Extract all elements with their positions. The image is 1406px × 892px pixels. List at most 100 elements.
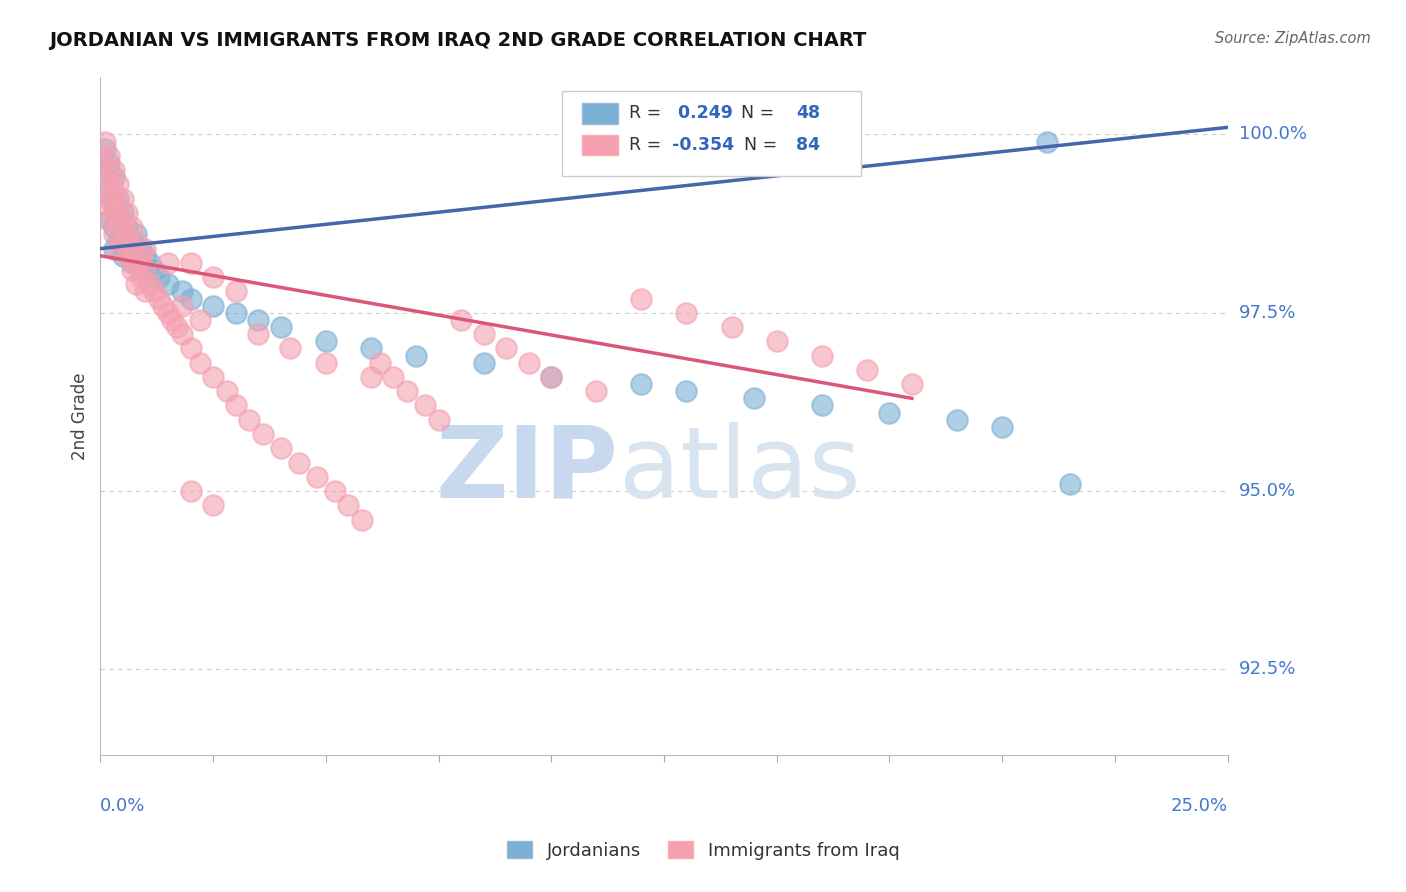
- Point: [247, 327, 270, 342]
- Point: [305, 470, 328, 484]
- Point: [810, 349, 832, 363]
- Point: [129, 249, 152, 263]
- Point: [125, 249, 148, 263]
- Point: [166, 320, 188, 334]
- Point: [225, 285, 247, 299]
- Point: [675, 306, 697, 320]
- Text: R =: R =: [628, 104, 666, 122]
- Point: [103, 206, 125, 220]
- Point: [450, 313, 472, 327]
- Point: [152, 299, 174, 313]
- Point: [350, 512, 373, 526]
- Point: [125, 227, 148, 242]
- Point: [188, 313, 211, 327]
- Point: [94, 142, 117, 156]
- Text: R =: R =: [628, 136, 666, 154]
- Point: [395, 384, 418, 399]
- Point: [134, 242, 156, 256]
- Point: [225, 399, 247, 413]
- Point: [98, 149, 121, 163]
- Point: [188, 356, 211, 370]
- Point: [170, 327, 193, 342]
- Point: [111, 235, 134, 249]
- Point: [139, 277, 162, 292]
- FancyBboxPatch shape: [562, 91, 862, 176]
- Point: [107, 235, 129, 249]
- Point: [98, 156, 121, 170]
- Point: [315, 356, 337, 370]
- Point: [315, 334, 337, 349]
- Point: [129, 242, 152, 256]
- Point: [94, 156, 117, 170]
- Point: [360, 370, 382, 384]
- Point: [98, 213, 121, 227]
- Point: [156, 256, 179, 270]
- Point: [946, 413, 969, 427]
- Point: [117, 227, 139, 242]
- Point: [1059, 477, 1081, 491]
- Point: [125, 256, 148, 270]
- Point: [180, 483, 202, 498]
- Point: [107, 242, 129, 256]
- Point: [94, 163, 117, 178]
- Point: [103, 227, 125, 242]
- Point: [180, 292, 202, 306]
- Point: [107, 192, 129, 206]
- Point: [517, 356, 540, 370]
- Point: [111, 192, 134, 206]
- Point: [98, 192, 121, 206]
- Point: [125, 235, 148, 249]
- Point: [202, 370, 225, 384]
- Point: [103, 163, 125, 178]
- Point: [540, 370, 562, 384]
- Point: [107, 178, 129, 192]
- Point: [278, 342, 301, 356]
- Point: [121, 256, 143, 270]
- Point: [765, 334, 787, 349]
- Point: [202, 498, 225, 512]
- Point: [180, 256, 202, 270]
- Point: [94, 178, 117, 192]
- Point: [215, 384, 238, 399]
- Point: [287, 456, 309, 470]
- Point: [107, 213, 129, 227]
- Point: [675, 384, 697, 399]
- Text: 25.0%: 25.0%: [1170, 797, 1227, 814]
- Point: [472, 356, 495, 370]
- Point: [170, 299, 193, 313]
- Point: [225, 306, 247, 320]
- Point: [472, 327, 495, 342]
- Point: [156, 306, 179, 320]
- Point: [901, 377, 924, 392]
- Point: [129, 270, 152, 285]
- Point: [720, 320, 742, 334]
- Point: [382, 370, 405, 384]
- Point: [252, 427, 274, 442]
- Point: [117, 242, 139, 256]
- Point: [117, 206, 139, 220]
- Point: [111, 206, 134, 220]
- Point: [111, 213, 134, 227]
- Text: 95.0%: 95.0%: [1239, 482, 1296, 500]
- Text: JORDANIAN VS IMMIGRANTS FROM IRAQ 2ND GRADE CORRELATION CHART: JORDANIAN VS IMMIGRANTS FROM IRAQ 2ND GR…: [49, 31, 866, 50]
- Point: [94, 199, 117, 213]
- Point: [427, 413, 450, 427]
- Point: [742, 392, 765, 406]
- Text: 97.5%: 97.5%: [1239, 304, 1296, 322]
- Point: [630, 292, 652, 306]
- Point: [202, 270, 225, 285]
- Point: [94, 185, 117, 199]
- Text: -0.354: -0.354: [672, 136, 734, 154]
- Point: [121, 263, 143, 277]
- Point: [107, 220, 129, 235]
- Point: [107, 199, 129, 213]
- Point: [323, 483, 346, 498]
- Point: [103, 242, 125, 256]
- Point: [368, 356, 391, 370]
- Point: [585, 384, 607, 399]
- Point: [134, 285, 156, 299]
- Point: [162, 313, 184, 327]
- Point: [148, 270, 170, 285]
- Point: [247, 313, 270, 327]
- Point: [413, 399, 436, 413]
